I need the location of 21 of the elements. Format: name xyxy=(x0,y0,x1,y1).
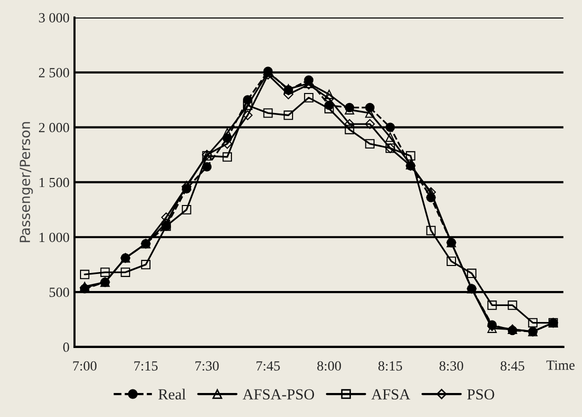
x-tick-label: 8:45 xyxy=(500,361,524,371)
y-tick-label: 500 xyxy=(50,288,70,297)
x-tick-label: 8:15 xyxy=(378,361,402,371)
y-tick-label: 2 500 xyxy=(38,68,70,78)
y-tick-label: 3 000 xyxy=(39,13,70,22)
x-axis-title: Time xyxy=(546,360,575,370)
x-tick-label: 8:00 xyxy=(317,361,341,371)
y-tick-label: 0 xyxy=(63,342,70,352)
x-tick-label: 7:00 xyxy=(73,361,96,371)
x-tick-label: 7:45 xyxy=(256,361,280,371)
y-axis-title: Passenger/Person xyxy=(20,122,33,242)
y-tick-label: 2 000 xyxy=(38,122,70,132)
y-tick-label: 1 000 xyxy=(40,232,70,242)
y-tick-label: 1 500 xyxy=(40,178,70,188)
legend-label: AFSA-PSO xyxy=(242,389,314,400)
x-tick-label: 7:15 xyxy=(134,361,158,371)
legend-label: Real xyxy=(158,388,186,400)
legend-label: AFSA xyxy=(371,389,410,400)
x-tick-label: 7:30 xyxy=(195,361,219,371)
x-tick-label: 8:30 xyxy=(440,361,464,371)
legend-label: PSO xyxy=(467,389,494,400)
